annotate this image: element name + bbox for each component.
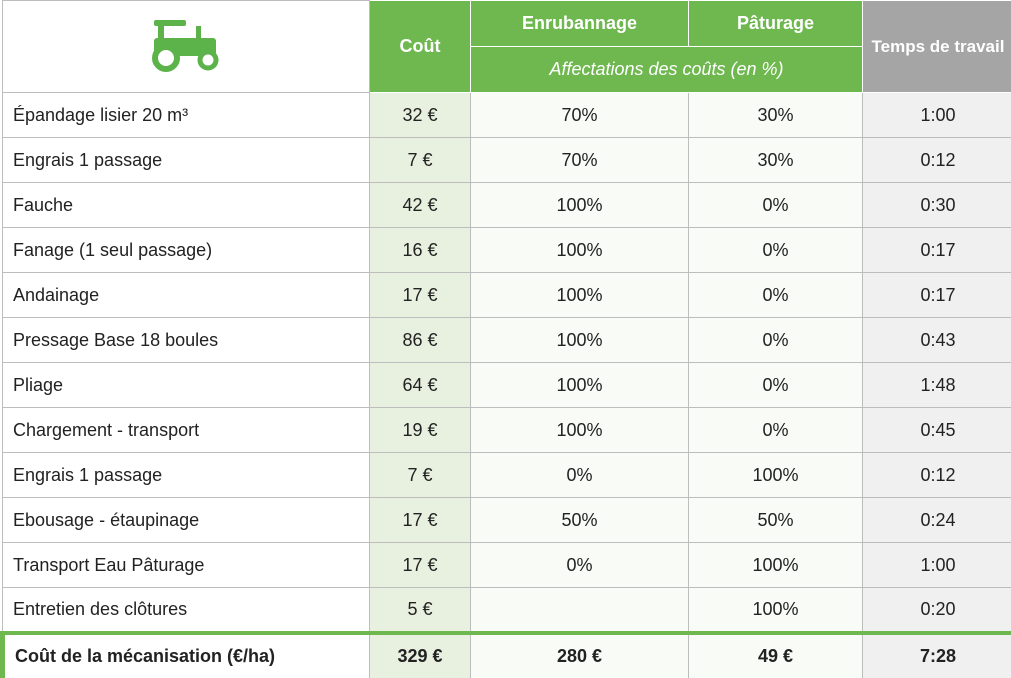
wrap-share: 100% — [470, 272, 689, 318]
work-time: 0:17 — [862, 227, 1011, 273]
cost: 64 € — [369, 362, 471, 408]
pasture-share: 49 € — [688, 630, 863, 678]
pasture-share: 0% — [688, 182, 863, 228]
pasture-share: 0% — [688, 272, 863, 318]
cost: 17 € — [369, 272, 471, 318]
table-row: Andainage 17 €100% 0% 0:17 — [2, 272, 1011, 318]
pasture-share: 0% — [688, 407, 863, 453]
pasture-share: 0% — [688, 362, 863, 408]
operation: Pressage Base 18 boules — [2, 317, 370, 363]
wrap-share: 70% — [470, 92, 689, 138]
operation: Engrais 1 passage — [2, 137, 370, 183]
work-time: 0:45 — [862, 407, 1011, 453]
table-row: Transport Eau Pâturage 17 €0% 100% 1:00 — [2, 542, 1011, 588]
cost: 19 € — [369, 407, 471, 453]
pasture-share: 30% — [688, 137, 863, 183]
wrap-share: 100% — [470, 407, 689, 453]
work-time: 0:12 — [862, 452, 1011, 498]
tractor-icon-cell — [2, 0, 370, 93]
table-row: Entretien des clôtures 5 € 100% 0:20 — [2, 587, 1011, 633]
cost: 16 € — [369, 227, 471, 273]
work-time: 1:00 — [862, 542, 1011, 588]
pasture-share: 30% — [688, 92, 863, 138]
cost: 17 € — [369, 542, 471, 588]
wrap-share: 100% — [470, 317, 689, 363]
pasture-share: 0% — [688, 227, 863, 273]
cost: 32 € — [369, 92, 471, 138]
cost: 7 € — [369, 452, 471, 498]
wrap-share: 0% — [470, 452, 689, 498]
pasture-header: Pâturage — [688, 0, 863, 47]
table-row: Fauche 42 €100% 0% 0:30 — [2, 182, 1011, 228]
cost: 5 € — [369, 587, 471, 633]
operation: Ebousage - étaupinage — [2, 497, 370, 543]
work-time: 0:43 — [862, 317, 1011, 363]
pasture-share: 100% — [688, 542, 863, 588]
allocation-subtitle: Affectations des coûts (en %) — [470, 46, 863, 93]
wrap-share: 100% — [470, 182, 689, 228]
work-time: 0:12 — [862, 137, 1011, 183]
operation: Entretien des clôtures — [2, 587, 370, 633]
operation: Transport Eau Pâturage — [2, 542, 370, 588]
wrap-share: 0% — [470, 542, 689, 588]
table-row: Engrais 1 passage 7 €70% 30% 0:12 — [2, 137, 1011, 183]
work-time: 1:48 — [862, 362, 1011, 408]
table-body: Épandage lisier 20 m³ 32 €70% 30% 1:00 Engra… — [0, 92, 1011, 678]
operation: Andainage — [2, 272, 370, 318]
wrap-share: 50% — [470, 497, 689, 543]
operation: Fauche — [2, 182, 370, 228]
table-row: Chargement - transport 19 €100% 0% 0:45 — [2, 407, 1011, 453]
work-time: 0:24 — [862, 497, 1011, 543]
operation: Épandage lisier 20 m³ — [2, 92, 370, 138]
table-row: Engrais 1 passage 7 €0% 100% 0:12 — [2, 452, 1011, 498]
total: Coût de la mécanisation (€/ha) 329 €280 €… — [0, 630, 1011, 678]
pasture-share: 50% — [688, 497, 863, 543]
wrap-share: 70% — [470, 137, 689, 183]
cost: 7 € — [369, 137, 471, 183]
cost: 86 € — [369, 317, 471, 363]
cost: 329 € — [369, 630, 471, 678]
operation: Pliage — [2, 362, 370, 408]
table-row: Fanage (1 seul passage) 16 €100% 0% 0:17 — [2, 227, 1011, 273]
work-time: 1:00 — [862, 92, 1011, 138]
table-row: Pliage 64 €100% 0% 1:48 — [2, 362, 1011, 408]
pasture-share: 100% — [688, 587, 863, 633]
operation: Engrais 1 passage — [2, 452, 370, 498]
wrap-share — [470, 587, 689, 633]
wrap-share: 280 € — [470, 630, 689, 678]
time-header: Temps de travail — [862, 0, 1011, 93]
tractor-icon — [152, 20, 219, 72]
work-time: 0:17 — [862, 272, 1011, 318]
cost-header: Coût — [369, 0, 471, 93]
table-row: Épandage lisier 20 m³ 32 €70% 30% 1:00 — [2, 92, 1011, 138]
operation: Chargement - transport — [2, 407, 370, 453]
cost: 17 € — [369, 497, 471, 543]
work-time: 0:20 — [862, 587, 1011, 633]
work-time: 0:30 — [862, 182, 1011, 228]
operation: Fanage (1 seul passage) — [2, 227, 370, 273]
work-time: 7:28 — [862, 630, 1011, 678]
wrap-header: Enrubannage — [470, 0, 689, 47]
operation: Coût de la mécanisation (€/ha) — [0, 630, 370, 678]
pasture-share: 100% — [688, 452, 863, 498]
cost: 42 € — [369, 182, 471, 228]
table-row: Ebousage - étaupinage 17 €50% 50% 0:24 — [2, 497, 1011, 543]
wrap-share: 100% — [470, 362, 689, 408]
table-row: Pressage Base 18 boules 86 €100% 0% 0:43 — [2, 317, 1011, 363]
pasture-share: 0% — [688, 317, 863, 363]
wrap-share: 100% — [470, 227, 689, 273]
